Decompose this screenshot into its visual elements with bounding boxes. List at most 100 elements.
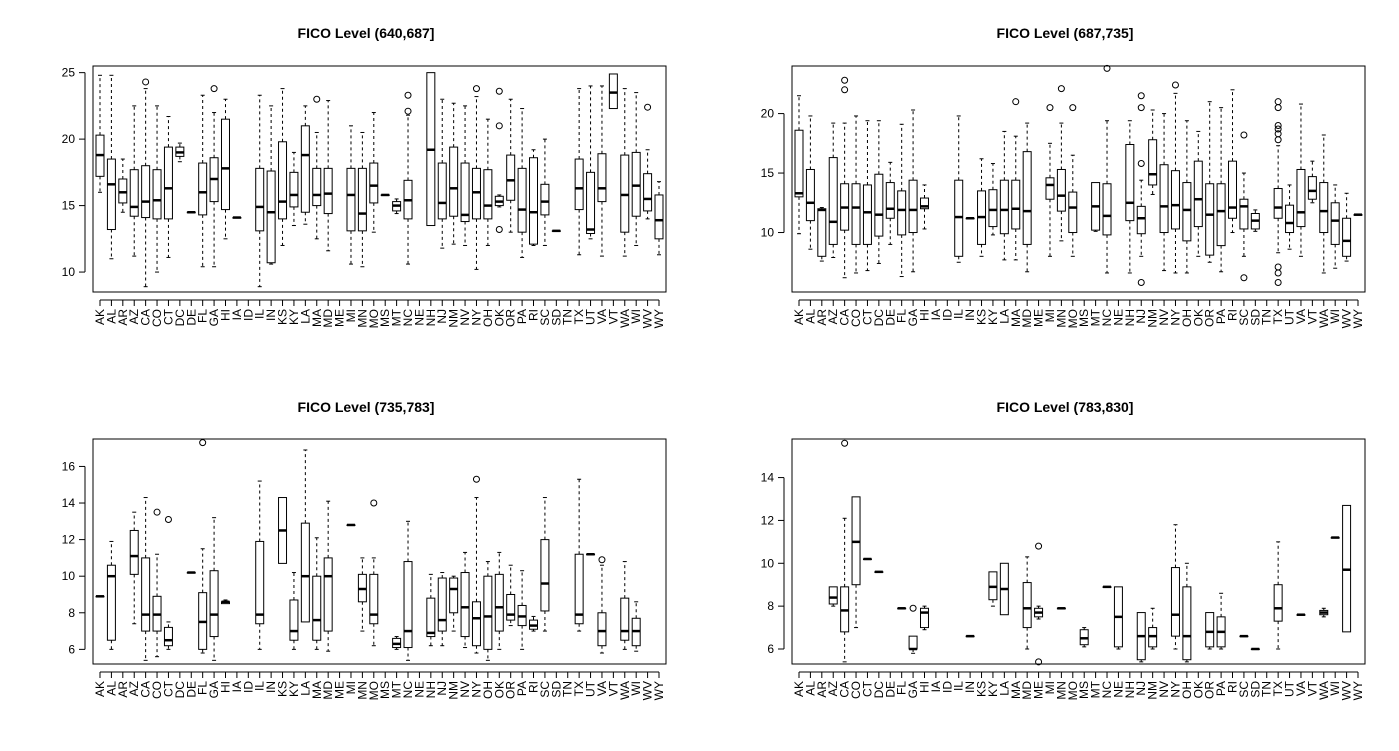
plot-frame: [791, 438, 1366, 665]
x-tick-label: UT: [1283, 308, 1297, 325]
x-tick-label: SC: [538, 309, 552, 326]
x-tick-label: VA: [1294, 681, 1308, 696]
box-ca: [840, 439, 850, 663]
box-nv: [460, 551, 470, 649]
box-ct: [862, 557, 872, 561]
x-tick-label: CT: [860, 308, 874, 325]
y-tick-label: 10: [62, 265, 76, 279]
panel-fico-735-783: FICO Level (735,783] 6810121416AKALARAZC…: [62, 399, 667, 700]
x-tick-label: MD: [1020, 681, 1034, 700]
x-tick-label: OK: [492, 309, 506, 326]
box-ct: [163, 515, 173, 650]
box-body: [1239, 198, 1249, 230]
box-ny: [1170, 524, 1180, 650]
box-ga: [908, 604, 918, 654]
box-nj: [1136, 92, 1146, 286]
x-tick-label: SD: [549, 681, 563, 698]
box-in: [965, 217, 975, 220]
box-body: [908, 635, 918, 650]
box-va: [597, 556, 607, 654]
box-body: [426, 597, 436, 638]
box-co: [152, 508, 162, 658]
x-tick-label: OH: [1180, 309, 1194, 327]
box-body: [1193, 160, 1203, 228]
x-tick-label: TN: [1260, 681, 1274, 697]
x-tick-label: WI: [1328, 681, 1342, 696]
x-tick-label: DC: [173, 681, 187, 699]
x-tick-label: CT: [161, 680, 175, 697]
x-tick-label: TX: [1271, 681, 1285, 696]
box-body: [198, 162, 208, 216]
box-body: [141, 165, 151, 219]
outlier-point: [495, 122, 503, 130]
outlier-point: [1137, 160, 1145, 168]
x-tick-label: CO: [150, 681, 164, 699]
x-tick-label: MN: [355, 309, 369, 328]
box-wa: [620, 561, 630, 650]
box-oh: [483, 118, 493, 246]
box-vt: [1307, 160, 1317, 204]
box-sd: [1250, 647, 1260, 651]
box-ky: [988, 163, 998, 236]
box-body: [300, 522, 310, 623]
box-body: [1205, 183, 1215, 256]
x-tick-label: NC: [1100, 681, 1114, 699]
x-tick-label: OH: [1180, 681, 1194, 699]
x-tick-label: NY: [1168, 309, 1182, 326]
x-tick-label: OH: [481, 309, 495, 327]
box-mn: [357, 131, 367, 268]
box-ms: [1079, 627, 1089, 648]
box-body: [141, 557, 151, 632]
x-tick-label: GA: [906, 309, 920, 326]
box-ny: [471, 475, 481, 654]
box-body: [506, 593, 516, 621]
box-body: [129, 169, 139, 217]
box-body: [1182, 182, 1192, 242]
box-nc: [1102, 585, 1112, 589]
box-dc: [874, 570, 884, 574]
y-tick-label: 20: [761, 107, 775, 121]
box-pa: [517, 570, 527, 650]
box-nm: [1148, 109, 1158, 195]
box-body: [106, 158, 116, 231]
box-al: [106, 540, 116, 650]
box-body: [919, 197, 929, 210]
x-tick-label: CA: [139, 309, 153, 326]
box-pa: [517, 108, 527, 258]
box-body: [460, 162, 470, 223]
outlier-point: [142, 78, 150, 86]
x-tick-label: MI: [1043, 681, 1057, 694]
x-tick-label: WV: [1340, 681, 1354, 700]
x-tick-label: KY: [986, 681, 1000, 697]
x-tick-label: OH: [481, 681, 495, 699]
x-tick-label: FL: [895, 309, 909, 323]
x-tick-label: MS: [1077, 309, 1091, 327]
x-tick-label: TN: [561, 309, 575, 325]
x-tick-label: AK: [792, 681, 806, 697]
box-body: [346, 167, 356, 232]
x-tick-label: MD: [321, 309, 335, 328]
x-tick-label: MN: [1054, 681, 1068, 700]
box-body: [106, 564, 116, 641]
box-ks: [278, 88, 288, 246]
box-la: [999, 562, 1009, 616]
box-body: [460, 572, 470, 638]
x-tick-label: DC: [872, 681, 886, 699]
box-ne: [1113, 586, 1123, 650]
x-tick-label: TN: [561, 681, 575, 697]
x-tick-label: MN: [1054, 309, 1068, 328]
box-fl: [897, 607, 907, 610]
outlier-point: [404, 107, 412, 115]
box-body: [449, 577, 459, 614]
box-mt: [1091, 182, 1101, 232]
box-body: [643, 173, 653, 212]
box-body: [220, 118, 230, 211]
x-tick-label: TX: [1271, 309, 1285, 324]
x-tick-label: IN: [963, 681, 977, 693]
box-body: [805, 168, 815, 222]
box-in: [965, 634, 975, 638]
box-body: [620, 597, 630, 641]
box-body: [586, 171, 596, 235]
x-tick-label: SC: [1237, 309, 1251, 326]
x-tick-label: NC: [401, 681, 415, 699]
